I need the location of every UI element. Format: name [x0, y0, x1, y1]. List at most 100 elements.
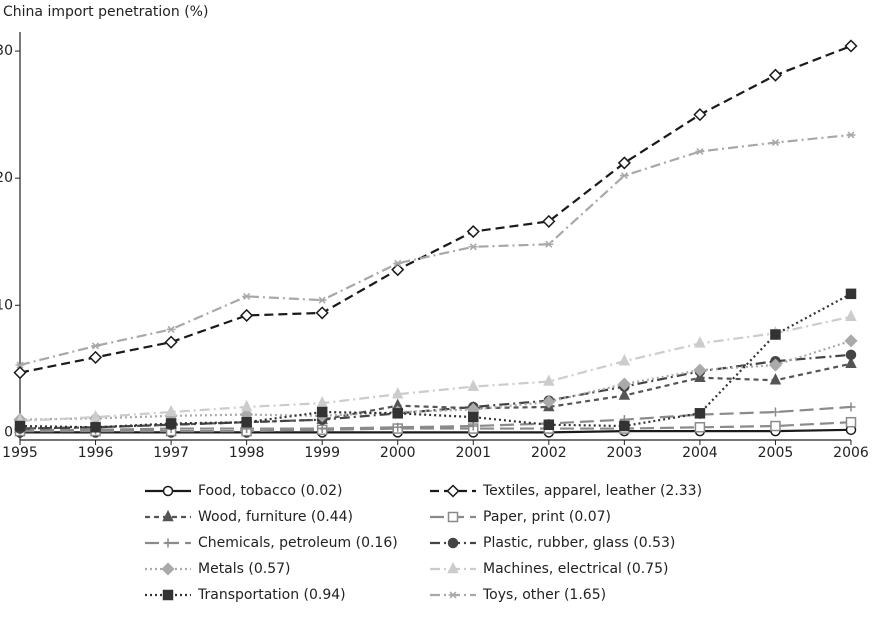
legend-label: Toys, other (1.65)	[482, 587, 606, 603]
marker	[391, 263, 405, 277]
x-tick-label: 2006	[833, 445, 869, 461]
marker	[693, 108, 707, 122]
marker	[768, 68, 783, 82]
x-tick-label: 2001	[455, 445, 491, 461]
marker	[770, 139, 780, 147]
marker	[768, 358, 783, 372]
marker	[845, 288, 857, 300]
marker	[619, 420, 630, 432]
legend-marker	[162, 509, 174, 522]
marker	[619, 172, 629, 180]
series-line	[20, 405, 852, 431]
legend-marker	[162, 485, 174, 497]
marker	[770, 407, 780, 417]
legend-label: Paper, print (0.07)	[483, 509, 611, 525]
marker	[392, 387, 404, 399]
legend-label: Plastic, rubber, glass (0.53)	[483, 535, 675, 551]
legend-marker	[446, 484, 460, 498]
marker	[844, 334, 858, 348]
marker	[13, 366, 27, 380]
marker	[14, 420, 26, 432]
marker	[694, 408, 706, 419]
marker	[846, 131, 856, 139]
legend-label: Machines, electrical (0.75)	[483, 561, 668, 577]
legend-label: Metals (0.57)	[198, 561, 291, 577]
x-tick-label: 2003	[607, 445, 643, 461]
marker	[693, 363, 707, 377]
marker	[770, 420, 781, 432]
x-tick-label: 1996	[78, 445, 114, 461]
legend-marker	[162, 589, 174, 601]
x-tick-label: 2000	[380, 445, 416, 461]
series-line	[19, 362, 852, 430]
marker	[468, 243, 478, 251]
marker	[392, 408, 403, 419]
x-tick-label: 1999	[304, 445, 340, 461]
marker	[544, 240, 554, 248]
legend-marker	[447, 511, 459, 523]
y-tick-label: 0	[4, 424, 13, 440]
marker	[240, 308, 254, 322]
legend-marker	[448, 591, 458, 599]
marker	[694, 336, 706, 348]
marker	[393, 422, 403, 432]
marker	[91, 342, 101, 350]
marker	[90, 422, 101, 433]
x-tick-label: 2004	[682, 445, 718, 461]
legend-marker	[447, 537, 459, 549]
legend-label: Chemicals, petroleum (0.16)	[198, 535, 398, 551]
marker	[769, 373, 782, 385]
x-tick-label: 2005	[758, 445, 794, 461]
marker	[317, 296, 327, 304]
legend-marker	[163, 538, 173, 548]
marker	[467, 379, 479, 391]
legend-marker	[161, 562, 175, 576]
marker	[89, 409, 102, 422]
series-line	[19, 339, 852, 421]
marker	[88, 350, 103, 364]
y-axis-label: China import penetration (%)	[3, 4, 208, 20]
y-tick-label: 10	[0, 297, 13, 313]
marker	[241, 416, 252, 428]
marker	[316, 395, 328, 408]
marker	[15, 361, 25, 369]
marker	[543, 419, 555, 430]
marker	[845, 349, 857, 361]
marker	[468, 421, 478, 431]
series-line	[19, 292, 852, 429]
legend-label: Food, tobacco (0.02)	[198, 483, 343, 499]
marker	[845, 416, 857, 428]
marker	[317, 424, 327, 434]
series-line	[19, 353, 852, 430]
legend-marker	[447, 561, 459, 574]
x-tick-label: 1997	[153, 445, 189, 461]
series-line	[19, 133, 852, 367]
marker	[542, 395, 556, 409]
marker	[694, 422, 706, 433]
legend-label: Transportation (0.94)	[197, 587, 346, 603]
marker	[240, 399, 253, 412]
x-tick-label: 2002	[531, 445, 567, 461]
marker	[618, 388, 631, 400]
marker	[165, 404, 177, 417]
marker	[166, 325, 176, 333]
x-tick-label: 1995	[2, 445, 38, 461]
marker	[165, 418, 177, 429]
marker	[315, 306, 329, 320]
marker	[466, 224, 480, 239]
series-line	[20, 428, 852, 434]
marker	[845, 356, 857, 368]
marker	[617, 156, 631, 170]
marker	[242, 292, 252, 300]
y-tick-label: 20	[0, 170, 13, 186]
series-line	[19, 44, 852, 374]
marker	[542, 214, 556, 228]
legend-label: Textiles, apparel, leather (2.33)	[482, 483, 702, 499]
marker	[770, 329, 781, 340]
legend-label: Wood, furniture (0.44)	[198, 509, 353, 525]
marker	[846, 402, 856, 412]
marker	[844, 39, 858, 53]
x-tick-label: 1998	[229, 445, 265, 461]
marker	[618, 354, 631, 366]
